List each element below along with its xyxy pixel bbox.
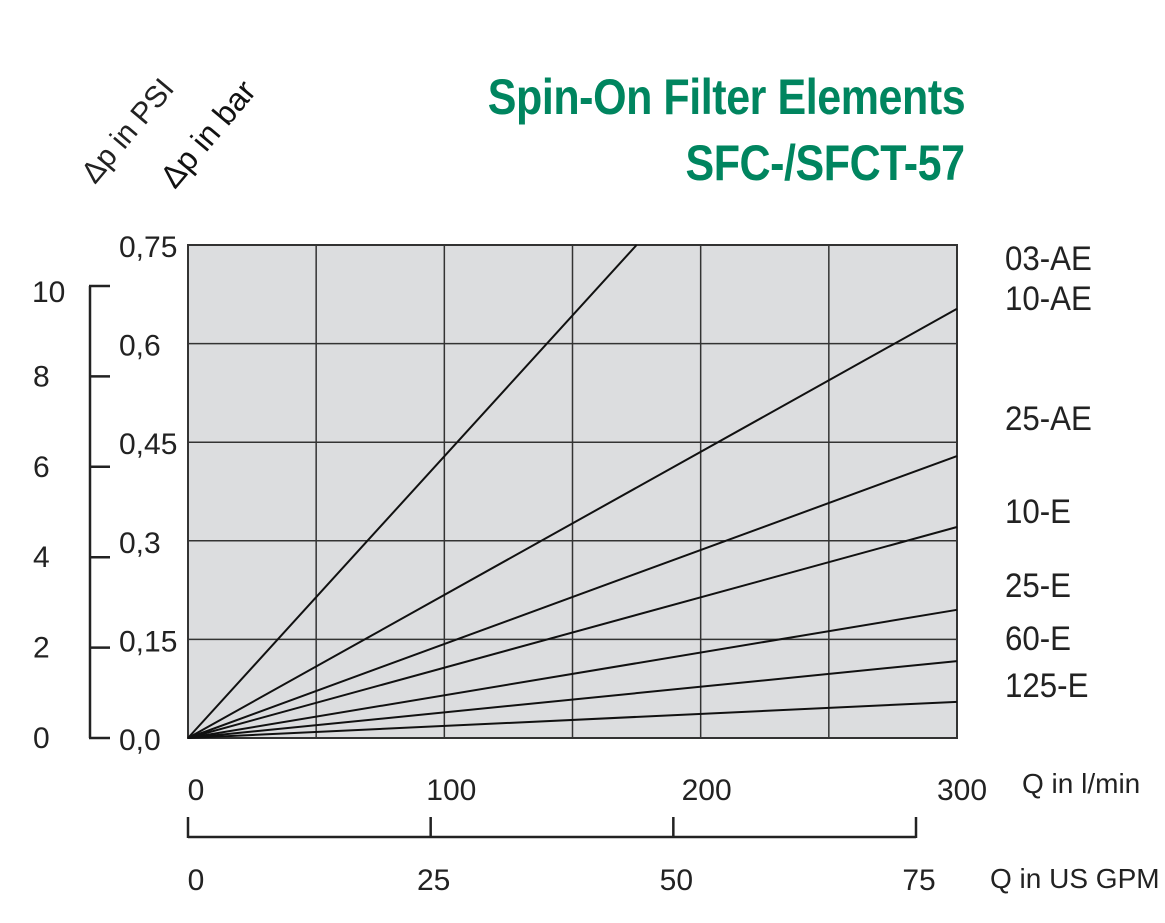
chart-title-line2: SFC-/SFCT-57 xyxy=(685,135,966,191)
series-label: 25-AE xyxy=(1005,399,1092,438)
y-secondary-tick-label: 10 xyxy=(32,276,65,309)
y-secondary-tick-label: 4 xyxy=(33,541,50,574)
y-tick-label: 0,75 xyxy=(119,231,177,264)
y-tick-label: 0,0 xyxy=(119,724,161,757)
series-line-25-AE xyxy=(187,455,958,739)
y-secondary-tick-label: 8 xyxy=(33,360,50,393)
series-line-60-E xyxy=(187,660,958,739)
series-label: 10-AE xyxy=(1005,279,1092,318)
x-secondary-tick-label: 0 xyxy=(188,864,205,897)
x-tick-label: 300 xyxy=(937,774,987,807)
series-line-10-AE xyxy=(187,307,958,739)
series-label: 60-E xyxy=(1005,619,1071,658)
x-tick-label: 100 xyxy=(426,774,476,807)
x-tick-label: 200 xyxy=(682,774,732,807)
x-secondary-tick-label: 50 xyxy=(660,864,693,897)
series-line-25-E xyxy=(187,608,958,739)
y-secondary-tick-label: 6 xyxy=(33,451,50,484)
series-line-03-AE xyxy=(187,244,638,739)
x-secondary-tick-label: 25 xyxy=(417,864,450,897)
y-tick-label: 0,3 xyxy=(119,527,161,560)
x-label: Q in l/min xyxy=(1022,768,1140,799)
y-tick-label: 0,45 xyxy=(119,428,177,461)
series-line-125-E xyxy=(187,700,958,739)
x-secondary-tick-label: 75 xyxy=(902,864,935,897)
y-secondary-tick-label: 2 xyxy=(33,632,50,665)
y-tick-label: 0,6 xyxy=(119,330,161,363)
y-tick-label: 0,15 xyxy=(119,625,177,658)
chart-title-line1: Spin-On Filter Elements xyxy=(487,69,965,125)
series-label: 10-E xyxy=(1005,492,1071,531)
series-label: 125-E xyxy=(1005,666,1088,705)
x-tick-label: 0 xyxy=(188,774,205,807)
y-secondary-tick-label: 0 xyxy=(33,722,50,755)
series-label: 03-AE xyxy=(1005,239,1092,278)
series-label: 25-E xyxy=(1005,566,1071,605)
x-secondary-label: Q in US GPM xyxy=(990,863,1160,894)
series-line-10-E xyxy=(187,526,958,739)
